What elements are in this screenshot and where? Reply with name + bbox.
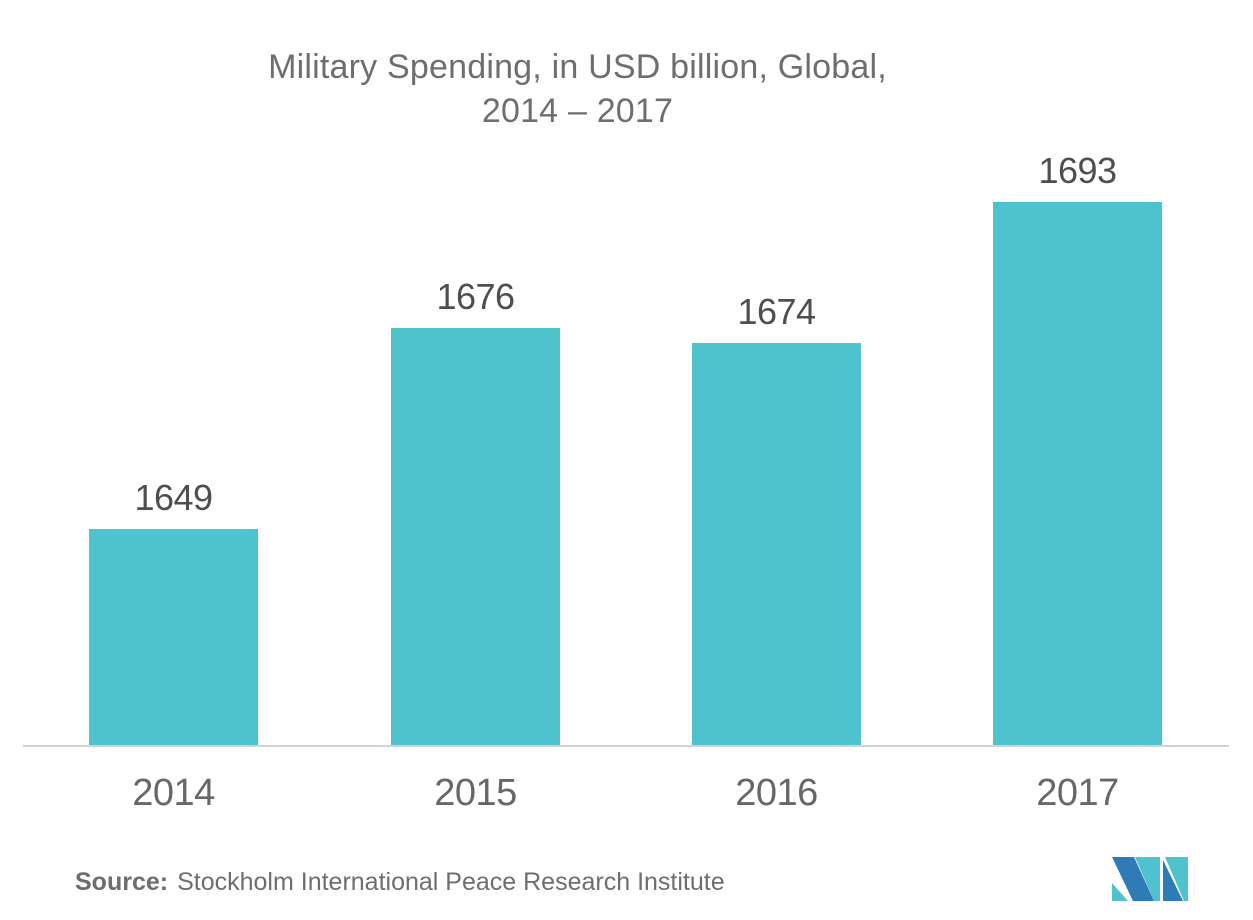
bar-value-label-2017: 1693: [1038, 150, 1117, 191]
logo-blue-diagonal-band: [1112, 857, 1154, 901]
x-axis-label-2014: 2014: [132, 772, 215, 814]
mordor-intelligence-logo: [1112, 857, 1188, 901]
logo-blue-right-triangle: [1163, 860, 1183, 901]
source-label: Source:: [75, 868, 169, 896]
x-axis-label-2017: 2017: [1036, 772, 1119, 814]
bar-value-label-2016: 1674: [737, 291, 816, 332]
logo-teal-right-band: [1165, 857, 1188, 901]
x-axis-label-2016: 2016: [735, 772, 818, 814]
bar-2016: [692, 343, 861, 745]
chart-title-line2: 2014 – 2017: [481, 91, 674, 130]
logo-teal-middle-band: [1135, 857, 1160, 901]
chart-title: Military Spending, in USD billion, Globa…: [0, 46, 1155, 133]
x-axis-label-2015: 2015: [434, 772, 517, 814]
chart-title-line1: Military Spending, in USD billion, Globa…: [268, 48, 887, 86]
bar-2017: [993, 202, 1162, 745]
bar-2015: [391, 328, 560, 745]
bar-2014: [89, 529, 258, 745]
x-axis-line: [23, 745, 1229, 747]
source-text: Stockholm International Peace Research I…: [177, 868, 725, 896]
bar-value-label-2015: 1676: [436, 276, 515, 317]
logo-teal-left-triangle: [1112, 883, 1128, 901]
source-attribution: Source: Stockholm International Peace Res…: [75, 868, 725, 897]
bar-value-label-2014: 1649: [134, 477, 213, 518]
